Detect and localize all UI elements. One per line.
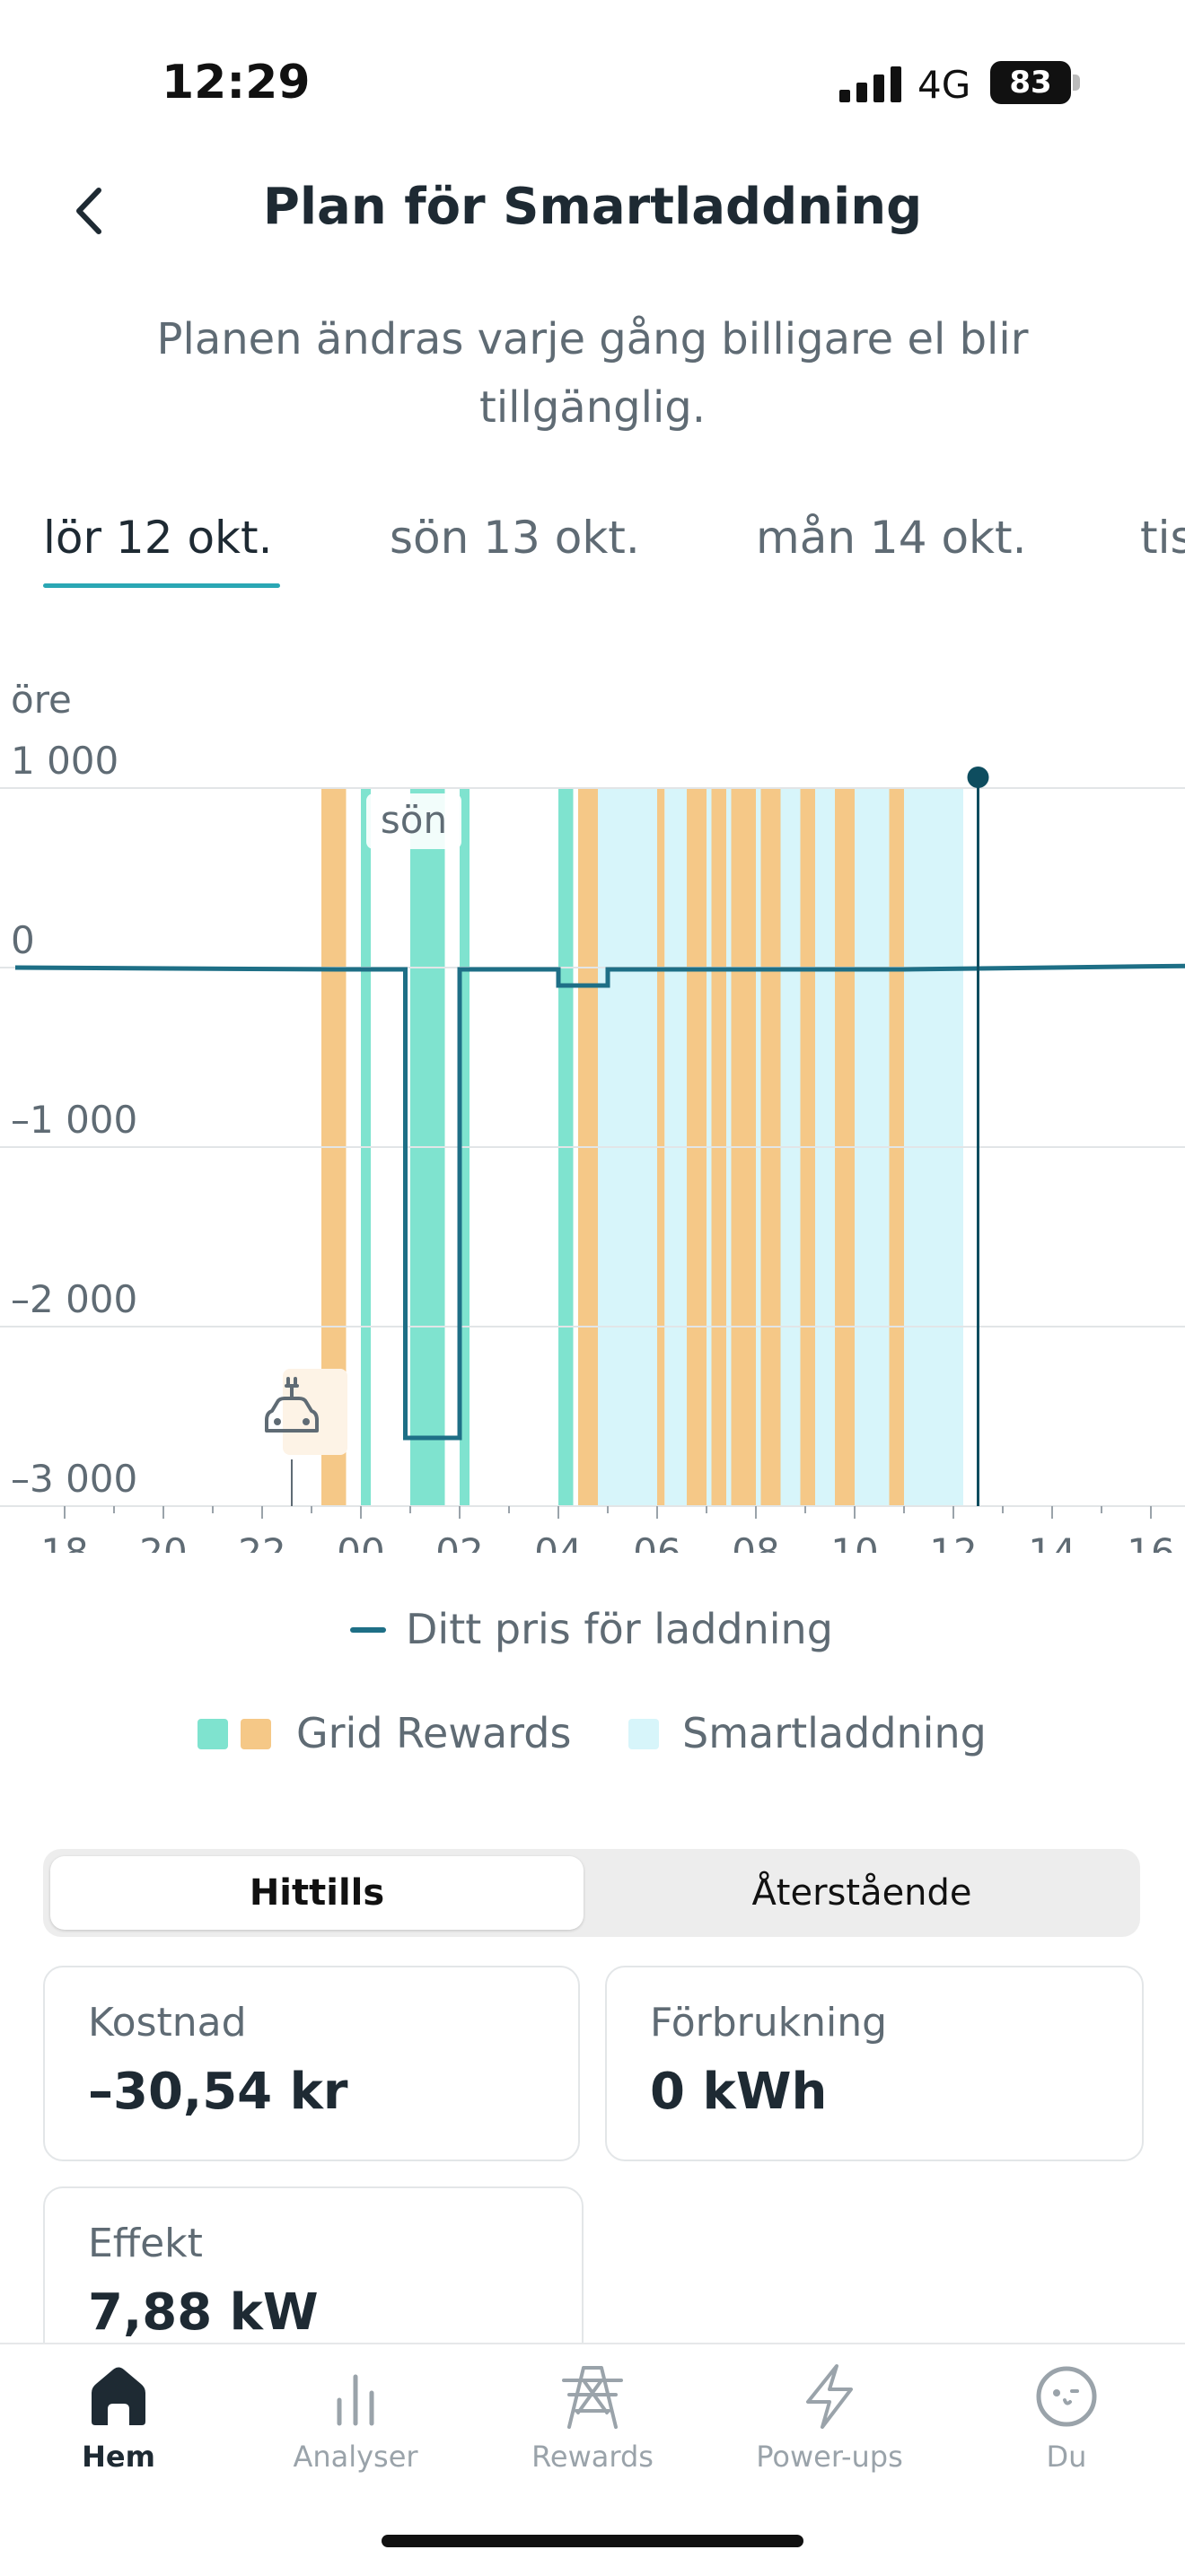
chart-markers: sön (265, 767, 989, 1506)
face-icon (1036, 2366, 1097, 2427)
signal-icon (839, 66, 901, 102)
x-tick-label: 22 (238, 1530, 285, 1553)
day-marker-bg (366, 793, 461, 849)
chart-y-ticks: 1 000 0 –1 000 –2 000 –3 000 öre (11, 678, 137, 1501)
legend-price-line (350, 1627, 386, 1633)
cost-label: Kostnad (88, 2000, 247, 2046)
x-tick-label: 10 (830, 1530, 878, 1553)
x-tick-label: 16 (1127, 1530, 1174, 1553)
x-tick-label: 08 (732, 1530, 779, 1553)
x-tick-label: 20 (139, 1530, 187, 1553)
nav-label-power-ups: Power-ups (756, 2440, 903, 2474)
nav-label-du: Du (1046, 2440, 1087, 2474)
segment-hittills[interactable]: Hittills (50, 1856, 584, 1930)
cost-card: Kostnad –30,54 kr (43, 1966, 580, 2161)
legend-smart-swatch (628, 1719, 659, 1749)
chart-gridlines (0, 787, 1185, 1507)
legend-grid-label: Grid Rewards (296, 1709, 572, 1757)
legend-smart-label: Smartladdning (682, 1709, 987, 1757)
car-light-right (303, 1418, 310, 1425)
y-tick-label: –2 000 (11, 1277, 137, 1321)
x-tick-label: 14 (1028, 1530, 1075, 1553)
price-line (14, 963, 1185, 1441)
y-tick-label: 0 (11, 918, 35, 962)
segment-aterstaende[interactable]: Återstående (751, 1872, 972, 1914)
y-tick-label: 1 000 (11, 739, 118, 783)
car-light-left (274, 1418, 281, 1425)
car-body (265, 1397, 319, 1433)
nav-power-ups[interactable]: Power-ups (711, 2361, 948, 2486)
x-tick-label: 04 (534, 1530, 582, 1553)
day-marker-label: sön (381, 798, 447, 842)
power-label: Effekt (88, 2221, 203, 2266)
nav-label-analyser: Analyser (293, 2440, 418, 2474)
back-chevron-icon[interactable] (63, 180, 117, 242)
y-tick-label: –1 000 (11, 1098, 137, 1142)
now-marker-dot (967, 767, 989, 788)
usage-label: Förbrukning (650, 2000, 888, 2046)
x-tick-label: 06 (633, 1530, 680, 1553)
chart-series (14, 963, 1185, 1441)
cost-value: –30,54 kr (88, 2063, 348, 2121)
tab-lor-12-okt[interactable]: lör 12 okt. (43, 512, 273, 564)
nav-hem[interactable]: Hem (0, 2361, 237, 2486)
battery-icon: 83 (990, 61, 1071, 104)
chart-x-ticks: 18 20 22 00 02 04 06 08 10 12 14 16 (40, 1506, 1175, 1553)
nav-du[interactable]: Du (948, 2361, 1185, 2486)
tab-tis[interactable]: tis (1140, 512, 1185, 564)
power-tower-icon (562, 2366, 623, 2429)
active-tab-indicator (43, 583, 280, 588)
x-tick-label: 02 (435, 1530, 483, 1553)
tab-man-14-okt[interactable]: mån 14 okt. (756, 512, 1027, 564)
nav-analyser[interactable]: Analyser (237, 2361, 474, 2486)
x-tick-label: 18 (40, 1530, 88, 1553)
y-tick-label: –3 000 (11, 1457, 137, 1501)
usage-value: 0 kWh (650, 2063, 828, 2121)
tab-son-13-okt[interactable]: sön 13 okt. (390, 512, 640, 564)
price-chart: 1 000 0 –1 000 –2 000 –3 000 öre 18 20 22 00 02 04… (0, 678, 1185, 1553)
legend-grid-green-swatch (198, 1719, 228, 1749)
nav-label-hem: Hem (82, 2440, 155, 2474)
y-axis-label: öre (11, 678, 72, 722)
x-tick-label: 12 (929, 1530, 977, 1553)
car-plug (285, 1377, 299, 1400)
page-title: Plan för Smartladdning (262, 178, 923, 236)
status-time: 12:29 (162, 56, 311, 110)
home-indicator (382, 2535, 803, 2547)
x-tick-label: 00 (337, 1530, 384, 1553)
page-subtitle: Planen ändras varje gång billigare el bl… (156, 314, 1029, 433)
nav-rewards[interactable]: Rewards (474, 2361, 711, 2486)
car-plug-icon (265, 1377, 319, 1433)
network-label: 4G (917, 63, 971, 107)
home-icon (92, 2367, 145, 2425)
nav-label-rewards: Rewards (531, 2440, 654, 2474)
legend-price-label: Ditt pris för laddning (406, 1605, 833, 1653)
legend-grid-orange-swatch (241, 1719, 271, 1749)
battery-tip (1073, 74, 1080, 91)
bar-chart-icon (337, 2374, 374, 2426)
lightning-icon (806, 2364, 853, 2429)
usage-card: Förbrukning 0 kWh (605, 1966, 1144, 2161)
power-value: 7,88 kW (88, 2283, 319, 2342)
battery-level: 83 (1009, 65, 1052, 101)
